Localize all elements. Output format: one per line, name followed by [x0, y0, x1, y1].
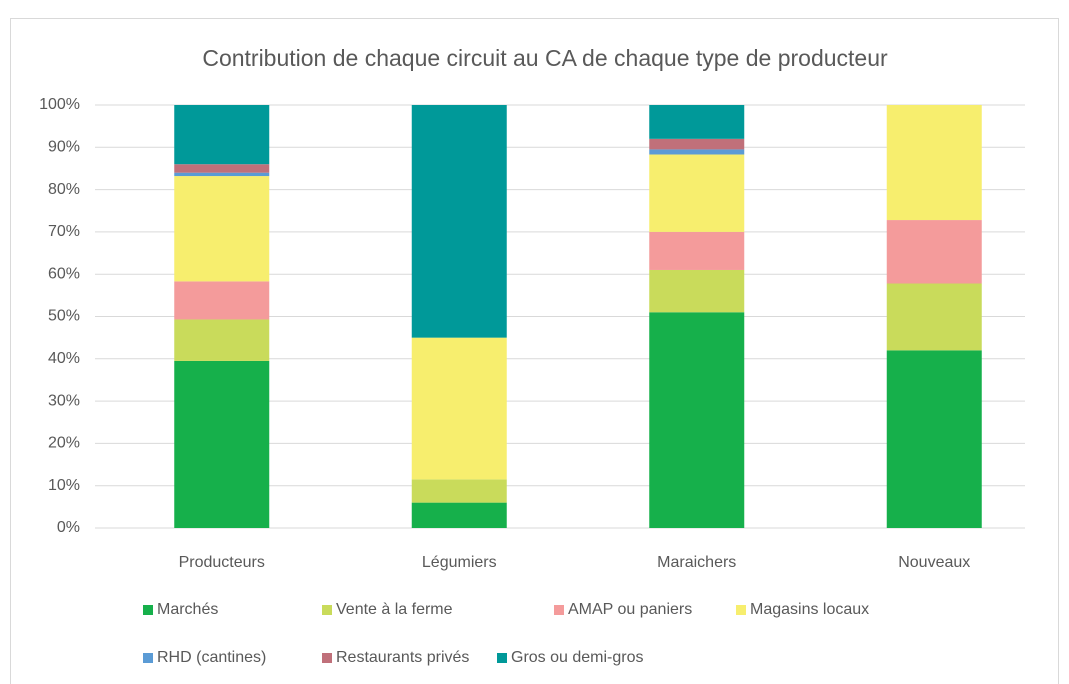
bar-segment	[411, 105, 507, 338]
bar-segment	[649, 154, 745, 232]
y-tick-label: 100%	[39, 96, 80, 113]
legend-label: Magasins locaux	[750, 601, 869, 618]
bar-segment	[174, 172, 270, 177]
legend-swatch	[322, 653, 332, 663]
y-tick-label: 90%	[48, 139, 80, 156]
legend-swatch	[736, 605, 746, 615]
y-tick-label: 10%	[48, 477, 80, 494]
bar-segment	[886, 350, 982, 528]
legend-label: Restaurants privés	[336, 649, 469, 666]
legend-label: RHD (cantines)	[157, 649, 266, 666]
bar-segment	[411, 337, 507, 480]
bar-segment	[649, 312, 745, 528]
bar-segment	[174, 360, 270, 528]
legend-swatch	[497, 653, 507, 663]
legend-label: AMAP ou paniers	[568, 601, 692, 618]
bar-segment	[174, 281, 270, 320]
y-tick-label: 70%	[48, 223, 80, 240]
legend-swatch	[322, 605, 332, 615]
y-tick-label: 30%	[48, 392, 80, 409]
y-tick-label: 50%	[48, 308, 80, 325]
bar-segment	[649, 231, 745, 270]
legend-swatch	[554, 605, 564, 615]
bar-segment	[174, 105, 270, 165]
y-tick-label: 80%	[48, 181, 80, 198]
bar-segment	[649, 138, 745, 150]
x-tick-label: Nouveaux	[898, 554, 970, 571]
bar-segment	[649, 105, 745, 139]
bar-segment	[886, 220, 982, 284]
bar-segment	[411, 502, 507, 528]
bar-segment	[886, 105, 982, 221]
y-tick-label: 20%	[48, 435, 80, 452]
x-tick-label: Maraichers	[657, 554, 736, 571]
x-tick-label: Producteurs	[179, 554, 265, 571]
y-tick-label: 40%	[48, 350, 80, 367]
x-tick-label: Légumiers	[422, 554, 497, 571]
y-tick-label: 60%	[48, 265, 80, 282]
legend-label: Gros ou demi-gros	[511, 649, 644, 666]
legend-swatch	[143, 653, 153, 663]
bar-segment	[411, 479, 507, 503]
legend-swatch	[143, 605, 153, 615]
chart-title: Contribution de chaque circuit au CA de …	[202, 45, 888, 71]
bar-segment	[174, 319, 270, 361]
bar-segment	[649, 269, 745, 313]
bar-segment	[886, 283, 982, 351]
legend-label: Vente à la ferme	[336, 601, 453, 618]
bar-segment	[174, 164, 270, 173]
bar-segment	[174, 176, 270, 282]
y-tick-label: 0%	[57, 519, 80, 536]
bar-segment	[649, 149, 745, 155]
legend-label: Marchés	[157, 601, 218, 618]
